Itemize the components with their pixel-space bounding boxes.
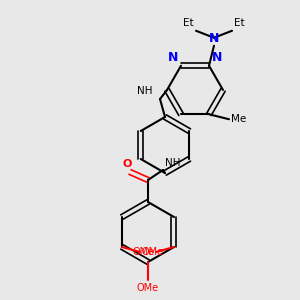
Text: Et: Et	[234, 18, 244, 28]
Text: N: N	[168, 51, 178, 64]
Text: O: O	[122, 159, 132, 169]
Text: OMe: OMe	[141, 247, 163, 257]
Text: N: N	[212, 51, 222, 64]
Text: OMe: OMe	[137, 283, 159, 293]
Text: Et: Et	[183, 18, 194, 28]
Text: NH: NH	[165, 158, 181, 168]
Text: OMe: OMe	[133, 247, 155, 257]
Text: NH: NH	[136, 86, 152, 96]
Text: Me: Me	[231, 114, 246, 124]
Text: N: N	[209, 32, 219, 45]
